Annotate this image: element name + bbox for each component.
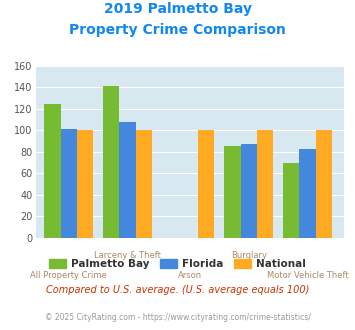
Bar [60, 129, 77, 238]
Text: Compared to U.S. average. (U.S. average equals 100): Compared to U.S. average. (U.S. average … [46, 285, 309, 295]
Bar [198, 130, 214, 238]
Bar [119, 122, 136, 238]
Bar [103, 86, 119, 238]
Text: All Property Crime: All Property Crime [30, 271, 107, 280]
Bar [300, 148, 316, 238]
Bar [241, 144, 257, 238]
Bar [77, 130, 93, 238]
Bar [136, 130, 152, 238]
Bar [224, 147, 241, 238]
Text: Motor Vehicle Theft: Motor Vehicle Theft [267, 271, 348, 280]
Text: Property Crime Comparison: Property Crime Comparison [69, 23, 286, 37]
Text: Arson: Arson [178, 271, 202, 280]
Bar [316, 130, 332, 238]
Legend: Palmetto Bay, Florida, National: Palmetto Bay, Florida, National [45, 254, 310, 273]
Text: © 2025 CityRating.com - https://www.cityrating.com/crime-statistics/: © 2025 CityRating.com - https://www.city… [45, 314, 310, 322]
Text: 2019 Palmetto Bay: 2019 Palmetto Bay [104, 2, 251, 16]
Text: Burglary: Burglary [231, 251, 267, 260]
Bar [257, 130, 273, 238]
Bar [44, 104, 60, 238]
Text: Larceny & Theft: Larceny & Theft [94, 251, 161, 260]
Bar [283, 162, 300, 238]
